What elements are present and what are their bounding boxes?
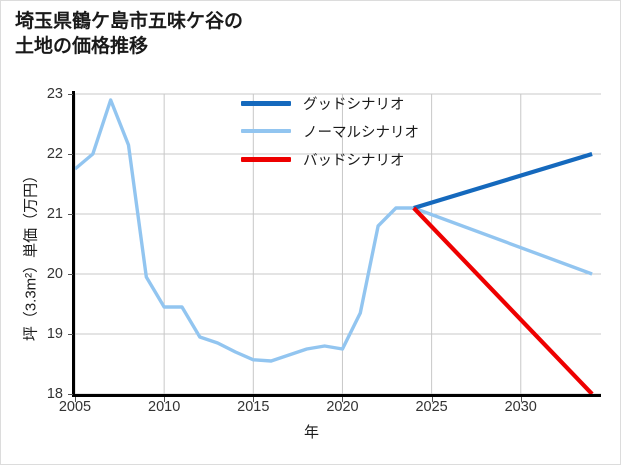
x-tick-label: 2010: [148, 399, 181, 415]
legend-swatch-good: [241, 100, 291, 106]
series-lines: [73, 98, 594, 396]
x-tick-mark: [431, 397, 433, 402]
x-axis-spine: [72, 394, 601, 397]
chart-legend: グッドシナリオ ノーマルシナリオ バッドシナリオ: [241, 89, 456, 173]
legend-swatch-bad: [241, 156, 291, 162]
x-tick-mark: [253, 397, 255, 402]
x-tick-mark: [75, 397, 76, 402]
y-tick-label: 23: [46, 86, 63, 102]
legend-swatch-normal: [241, 129, 291, 133]
y-tick-label: 19: [46, 326, 63, 342]
y-tick-label: 22: [46, 146, 63, 162]
page-title: 埼玉県鶴ケ島市五味ケ谷の 土地の価格推移: [15, 11, 244, 58]
y-tick-mark: [68, 274, 73, 275]
x-tick-label: 2005: [58, 399, 92, 415]
grid-layer: [74, 93, 601, 395]
plot-area: [73, 93, 601, 396]
x-tick-mark: [164, 397, 166, 402]
x-tick-mark: [342, 397, 344, 402]
y-tick-mark: [68, 154, 73, 155]
x-tick-label: 2025: [415, 399, 448, 415]
y-tick-mark: [68, 334, 73, 335]
x-axis-label: 年: [303, 424, 319, 441]
y-axis-spine: [72, 91, 75, 397]
x-tick-label: 2030: [504, 399, 537, 415]
legend-item-normal[interactable]: ノーマルシナリオ: [241, 117, 456, 145]
y-tick-label: 18: [46, 386, 63, 402]
y-tick-label: 20: [46, 266, 63, 282]
x-tick-mark: [520, 397, 522, 402]
legend-label-good: グッドシナリオ: [303, 96, 405, 113]
series-line: [412, 206, 594, 396]
x-tick-label: 2020: [326, 399, 359, 415]
y-tick-mark: [68, 94, 73, 95]
y-axis-label: 坪（3.3m²）単価（万円）: [22, 167, 40, 342]
y-tick-mark: [68, 214, 73, 215]
series-line: [413, 151, 593, 211]
legend-label-normal: ノーマルシナリオ: [303, 124, 419, 141]
legend-item-good[interactable]: グッドシナリオ: [241, 89, 456, 117]
y-tick-label: 21: [46, 206, 63, 222]
x-tick-label: 2015: [237, 399, 270, 415]
legend-item-bad[interactable]: バッドシナリオ: [241, 145, 456, 173]
y-tick-mark: [68, 394, 73, 395]
legend-label-bad: バッドシナリオ: [303, 152, 405, 169]
series-line: [73, 98, 593, 363]
